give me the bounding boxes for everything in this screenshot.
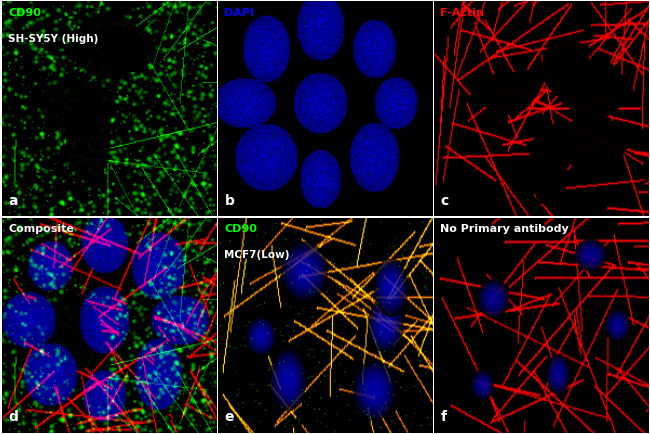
Text: F-Actin: F-Actin (441, 8, 484, 18)
Text: No Primary antibody: No Primary antibody (441, 224, 569, 234)
Text: MCF7(Low): MCF7(Low) (224, 250, 290, 260)
Text: Composite: Composite (8, 224, 74, 234)
Text: b: b (224, 194, 234, 208)
Text: e: e (224, 410, 234, 424)
Text: DAPI: DAPI (224, 8, 254, 18)
Text: a: a (8, 194, 18, 208)
Text: d: d (8, 410, 18, 424)
Text: c: c (441, 194, 448, 208)
Text: f: f (441, 410, 447, 424)
Text: SH-SY5Y (High): SH-SY5Y (High) (8, 33, 99, 43)
Text: CD90: CD90 (8, 8, 41, 18)
Text: CD90: CD90 (224, 224, 257, 234)
